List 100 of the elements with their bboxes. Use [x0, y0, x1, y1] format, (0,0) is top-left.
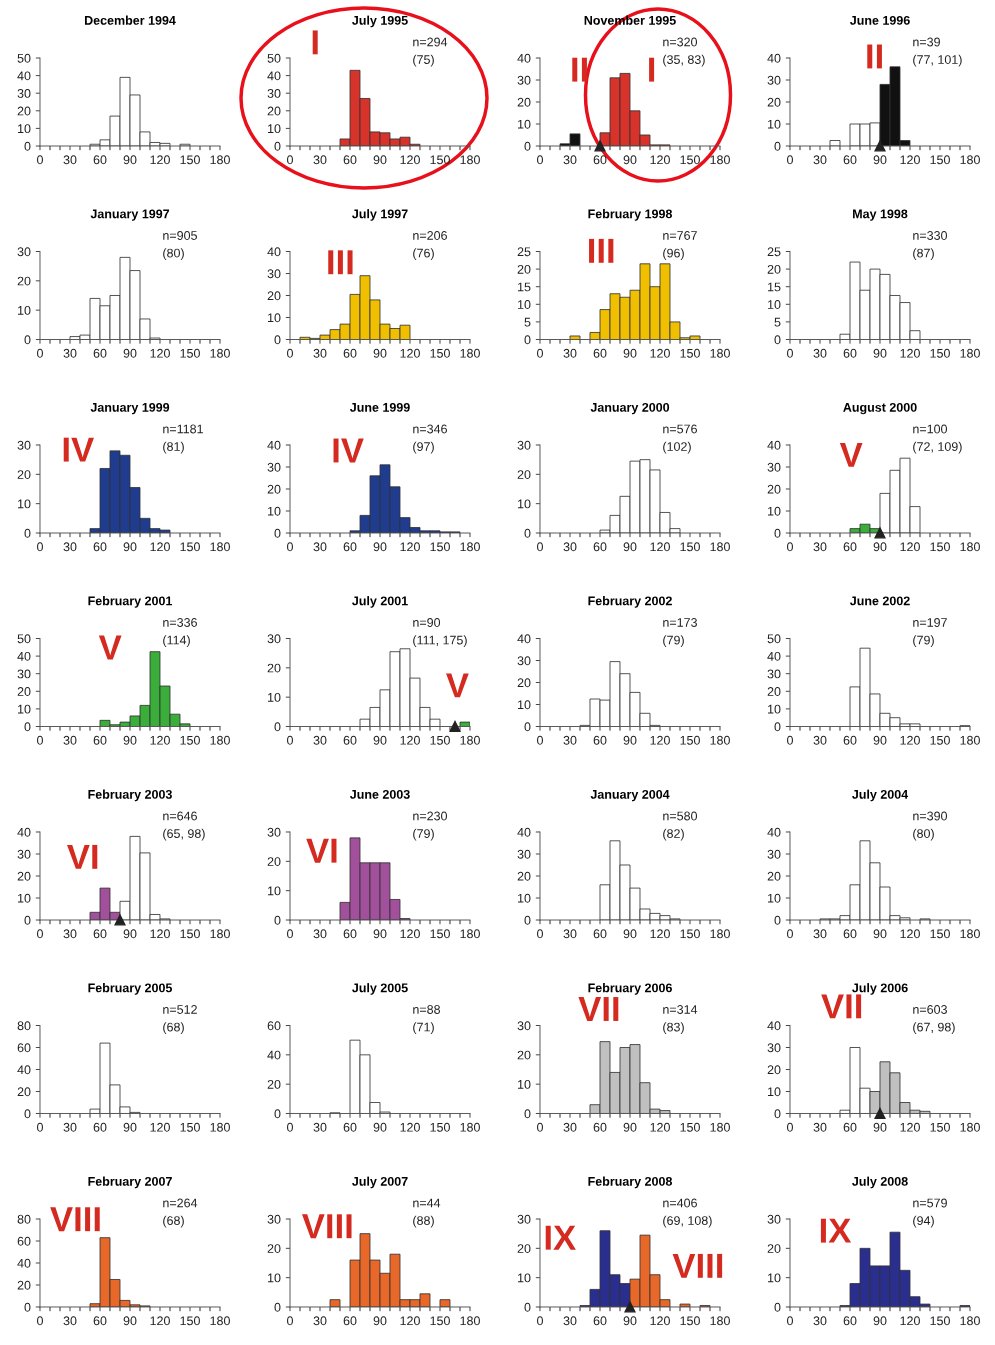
x-tick-label: 30 [813, 348, 827, 358]
annotation: (68) [163, 1215, 184, 1228]
x-tick-label: 30 [813, 1316, 827, 1326]
y-tick-label: 10 [518, 119, 531, 129]
y-tick-label: 80 [17, 1021, 31, 1031]
y-tick-label: 30 [17, 247, 31, 257]
annotation: (67, 98) [913, 1022, 955, 1034]
x-tick-label: 90 [373, 735, 387, 745]
y-tick-label: 20 [767, 871, 781, 881]
chart-title: February 2001 [88, 596, 173, 608]
chart-title: February 2006 [588, 983, 672, 995]
y-tick-label: 0 [524, 528, 531, 538]
x-tick-label: 180 [960, 155, 980, 165]
annotation: IX [545, 1225, 576, 1250]
x-tick-label: 0 [787, 542, 793, 552]
y-tick-label: 40 [267, 1050, 281, 1060]
annotation: V [446, 673, 469, 698]
y-tick-label: 30 [517, 75, 531, 85]
x-tick-label: 150 [430, 1122, 450, 1132]
chart-title: January 2000 [590, 402, 670, 415]
y-tick-label: 40 [767, 827, 781, 837]
y-tick-label: 0 [274, 722, 281, 732]
x-tick-label: 60 [343, 542, 357, 552]
x-tick-label: 60 [843, 348, 857, 358]
x-tick-label: 90 [373, 1122, 387, 1132]
y-tick-label: 10 [768, 506, 781, 516]
y-tick-label: 20 [767, 264, 781, 274]
y-tick-label: 30 [17, 440, 31, 450]
text: n=390 [913, 811, 948, 821]
x-tick-label: 150 [180, 929, 200, 939]
y-tick-label: 20 [517, 97, 531, 107]
y-tick-label: 30 [767, 669, 781, 679]
x-tick-label: 150 [180, 1122, 200, 1132]
x-tick-label: 150 [180, 735, 200, 745]
y-tick-label: 40 [767, 440, 781, 450]
y-tick-label: 20 [267, 291, 281, 301]
y-tick-label: 10 [518, 300, 531, 309]
x-tick-label: 0 [37, 155, 43, 165]
x-tick-label: 90 [873, 542, 887, 552]
chart-title: February 2003 [88, 789, 172, 802]
x-tick-label: 30 [563, 155, 577, 165]
y-tick-label: 40 [17, 71, 31, 81]
x-tick-label: 0 [287, 735, 293, 745]
annotation: (111, 175) [413, 635, 467, 647]
y-tick-label: 0 [774, 722, 781, 732]
y-tick-label: 0 [774, 1302, 781, 1312]
annotation: (114) [163, 635, 190, 647]
y-tick-label: 40 [767, 1021, 781, 1031]
y-tick-label: 20 [17, 1087, 31, 1097]
y-tick-label: 20 [517, 871, 531, 881]
y-tick-label: 80 [17, 1214, 31, 1224]
y-tick-label: 30 [517, 1214, 531, 1224]
x-tick-label: 30 [563, 542, 577, 552]
x-tick-label: 60 [593, 155, 607, 165]
y-tick-label: 10 [268, 506, 281, 516]
x-tick-label: 120 [400, 348, 420, 358]
text: n=406 [663, 1198, 697, 1208]
chart-title: July 2007 [352, 1176, 408, 1189]
y-tick-label: 30 [267, 462, 281, 472]
x-tick-label: 180 [460, 735, 480, 745]
y-tick-label: 20 [17, 106, 31, 116]
x-tick-label: 60 [593, 1316, 607, 1326]
y-tick-label: 25 [517, 247, 531, 257]
x-tick-label: 30 [63, 929, 77, 939]
x-tick-label: 150 [680, 348, 700, 358]
x-tick-label: 90 [123, 1122, 137, 1132]
x-tick-label: 30 [813, 735, 827, 745]
x-tick-label: 120 [650, 1122, 670, 1132]
x-tick-label: 0 [37, 1122, 43, 1132]
x-tick-label: 120 [150, 542, 170, 552]
x-tick-label: 120 [900, 929, 920, 939]
x-tick-label: 60 [843, 155, 857, 165]
y-tick-label: 40 [517, 827, 531, 837]
x-tick-label: 30 [313, 348, 327, 358]
annotation: IX [820, 1218, 852, 1243]
y-tick-label: 25 [767, 247, 781, 257]
annotation: (79) [413, 828, 434, 841]
y-tick-label: 40 [517, 634, 531, 644]
x-tick-label: 150 [930, 1316, 950, 1326]
x-tick-label: 120 [150, 1316, 170, 1326]
x-tick-label: 180 [710, 1122, 730, 1132]
text: n=767 [663, 231, 697, 240]
x-tick-label: 90 [373, 929, 387, 939]
x-tick-label: 150 [180, 542, 200, 552]
annotation: (94) [913, 1215, 934, 1228]
annotation: (77, 101) [913, 54, 962, 67]
annotation: (87) [913, 248, 934, 260]
x-tick-label: 0 [37, 1316, 43, 1326]
annotation: (68) [163, 1022, 184, 1034]
y-tick-label: 20 [767, 1244, 781, 1253]
x-tick-label: 60 [843, 735, 857, 745]
x-tick-label: 90 [123, 155, 137, 165]
y-tick-label: 0 [24, 335, 31, 345]
x-tick-label: 120 [900, 1316, 920, 1326]
x-tick-label: 120 [400, 542, 420, 552]
chart-title: June 1996 [849, 15, 910, 25]
text: n=100 [913, 424, 948, 434]
y-tick-label: 30 [267, 89, 281, 98]
y-tick-label: 40 [17, 1258, 31, 1268]
x-tick-label: 180 [210, 735, 230, 745]
